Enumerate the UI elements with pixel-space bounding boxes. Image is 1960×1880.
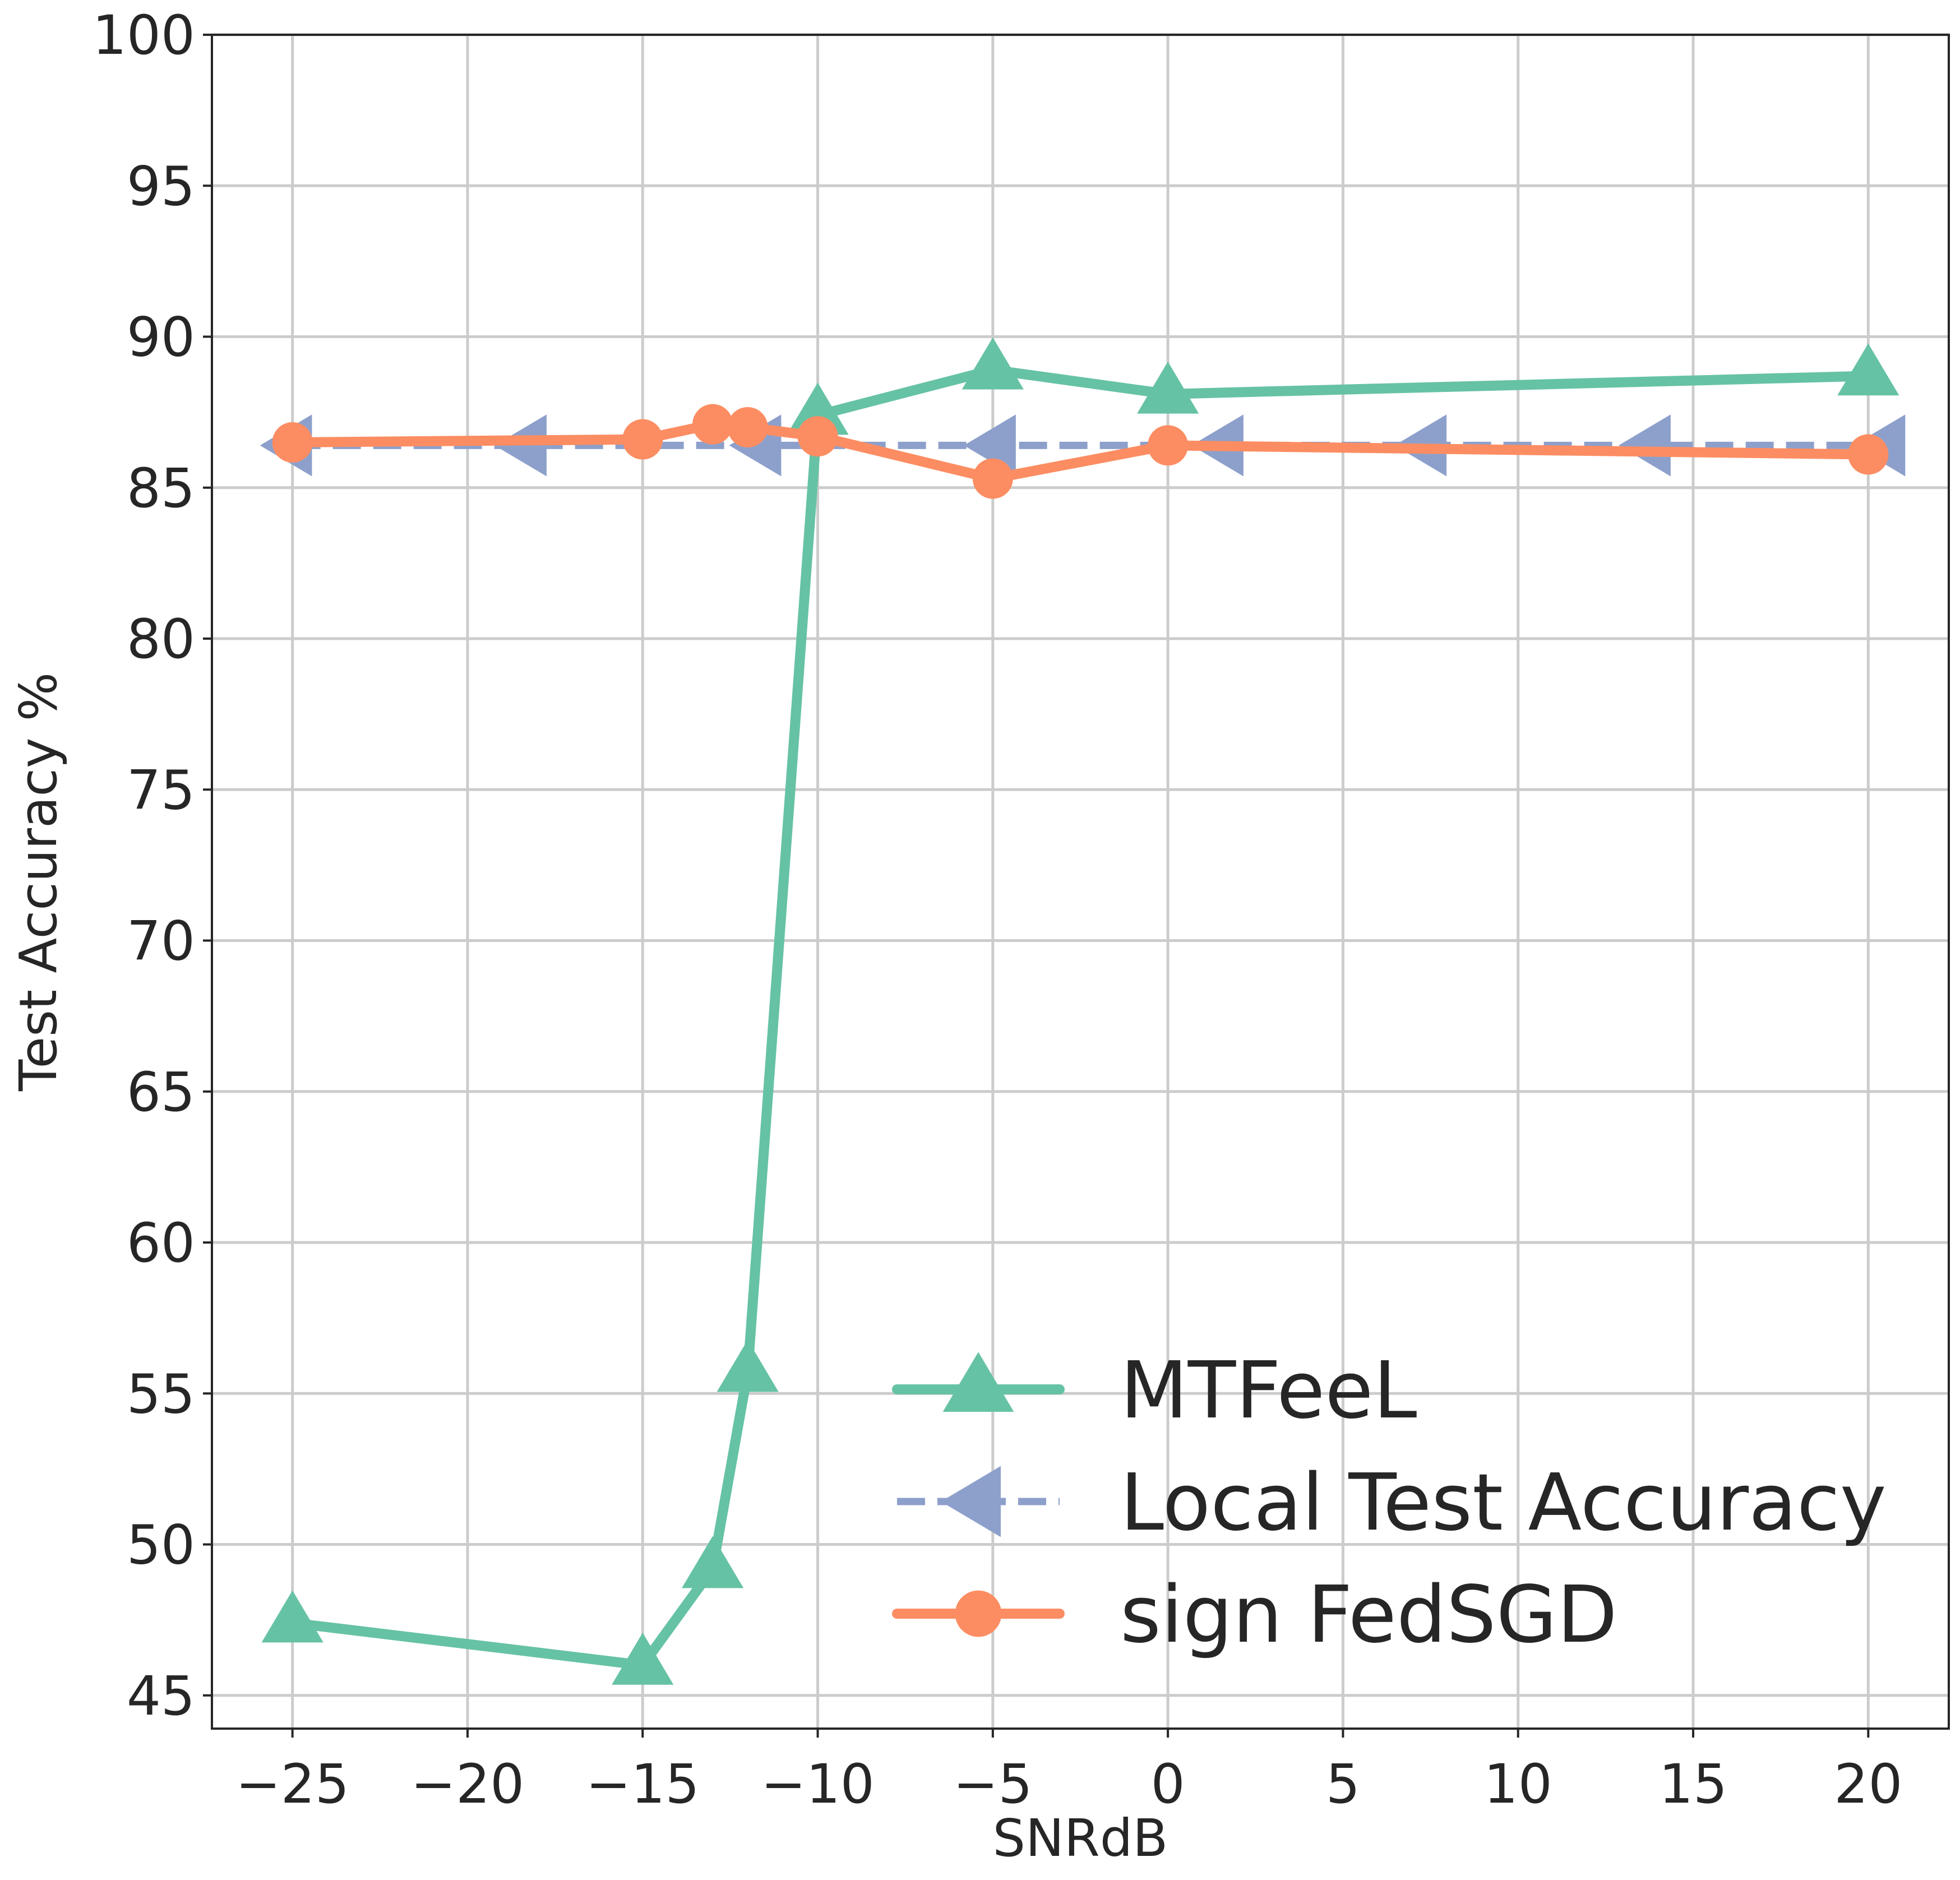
legend-label: sign FedSGD	[1120, 1569, 1617, 1661]
x-axis-label: SNRdB	[993, 1808, 1168, 1868]
legend-label: MTFeeL	[1120, 1345, 1417, 1436]
data-point	[612, 1632, 674, 1685]
x-tick-label: −25	[235, 1753, 349, 1816]
legend-item: sign FedSGD	[892, 1569, 1617, 1661]
y-tick-label: 75	[127, 759, 195, 821]
data-point	[1148, 425, 1189, 466]
legend-item: Local Test Accuracy	[897, 1457, 1887, 1549]
x-tick-label: −15	[586, 1753, 700, 1816]
x-tick-label: −20	[411, 1753, 525, 1816]
y-tick-label: 85	[127, 457, 195, 520]
y-tick-label: 55	[127, 1362, 195, 1425]
legend-item: MTFeeL	[892, 1345, 1417, 1436]
legend-marker	[942, 1352, 1014, 1412]
y-tick-label: 65	[127, 1061, 195, 1124]
data-point	[1619, 414, 1671, 477]
y-tick-label: 95	[127, 155, 195, 218]
legend-label: Local Test Accuracy	[1120, 1457, 1887, 1549]
series-mtfeel	[261, 337, 1899, 1685]
series-line	[287, 364, 1874, 1670]
y-axis-label: Test Accuracy %	[8, 672, 68, 1092]
data-point	[787, 382, 849, 435]
y-tick-label: 50	[127, 1514, 195, 1577]
y-axis-ticks: 45 50 55 60 65 70 75 80 85 90 95 100	[93, 4, 212, 1727]
y-tick-label: 45	[127, 1665, 195, 1727]
y-tick-label: 80	[127, 608, 195, 671]
x-tick-label: 0	[1151, 1753, 1185, 1816]
legend-marker	[955, 1590, 1002, 1637]
data-point	[716, 1339, 779, 1392]
data-point	[1137, 361, 1199, 414]
data-point	[972, 458, 1013, 499]
series-sign-fedsgd	[272, 404, 1889, 499]
axes-frame	[211, 34, 1950, 1730]
plot-area	[260, 337, 1906, 1685]
y-tick-label: 100	[93, 4, 195, 67]
data-point	[797, 416, 838, 457]
data-point	[272, 422, 313, 463]
x-tick-label: 10	[1484, 1753, 1552, 1816]
data-point	[1837, 343, 1899, 396]
data-point	[964, 414, 1016, 477]
y-tick-label: 70	[127, 910, 195, 973]
data-point	[682, 1536, 744, 1588]
y-tick-label: 60	[127, 1212, 195, 1274]
legend-marker	[941, 1466, 1001, 1537]
legend: MTFeeL Local Test Accuracy sign FedSGD	[892, 1345, 1887, 1661]
x-tick-label: 5	[1326, 1753, 1360, 1816]
x-tick-label: 15	[1659, 1753, 1727, 1816]
x-tick-label: −5	[953, 1753, 1033, 1816]
data-point	[622, 419, 663, 460]
data-point	[692, 404, 733, 445]
x-axis-ticks: −25 −20 −15 −10 −5 0 5 10 15 20	[235, 1729, 1902, 1816]
x-tick-label: −10	[761, 1753, 875, 1816]
data-point	[261, 1590, 323, 1643]
data-point	[1848, 434, 1889, 475]
data-point	[727, 407, 768, 448]
data-point	[961, 337, 1024, 390]
x-tick-label: 20	[1834, 1753, 1902, 1816]
y-tick-label: 90	[127, 306, 195, 369]
